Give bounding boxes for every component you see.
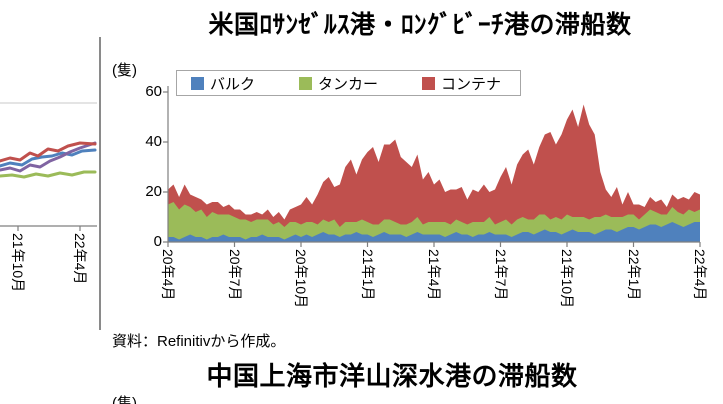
tanker-color-swatch <box>299 76 313 90</box>
x-axis-tick-label: 21年10月 <box>559 249 575 309</box>
container-color-swatch <box>422 76 436 90</box>
us-ports-chart-title: 米国ﾛｻﾝｾﾞﾙｽ港・ﾛﾝｸﾞﾋﾞｰﾁ港の滞船数 <box>208 11 632 39</box>
china-chart-unit-label: (隻) <box>112 395 137 404</box>
y-axis-tick-label: 0 <box>153 233 162 250</box>
x-axis-tick-label: 21年10月 <box>10 233 26 293</box>
x-axis-tick-label: 22年1月 <box>625 249 642 301</box>
x-axis-tick-label: 22年4月 <box>72 233 88 285</box>
x-axis-tick-label: 22年4月 <box>692 249 708 301</box>
us-chart-unit-label: (隻) <box>112 62 137 79</box>
legend-label-tanker: タンカー <box>318 75 379 93</box>
bulk-color-swatch <box>191 76 204 90</box>
x-axis-tick-label: 21年1月 <box>359 249 376 301</box>
legend-label-container: コンテナ <box>441 75 502 93</box>
x-axis-tick-label: 21年7月 <box>492 249 509 301</box>
legend-item-bulk: バルク <box>191 73 255 94</box>
us-chart-legend: バルク タンカー コンテナ <box>176 70 521 96</box>
legend-item-container: コンテナ <box>422 73 501 94</box>
x-axis-tick-label: 20年10月 <box>293 249 309 309</box>
x-axis-tick-label: 20年7月 <box>226 249 243 301</box>
source-note: 資料：Refinitivから作成。 <box>112 333 286 350</box>
legend-item-tanker: タンカー <box>299 73 378 94</box>
x-axis-tick-label: 21年4月 <box>426 249 442 301</box>
legend-label-bulk: バルク <box>210 75 256 93</box>
y-axis-tick-label: 60 <box>145 83 162 100</box>
y-axis-tick-label: 20 <box>145 183 162 200</box>
x-axis-tick-label: 20年4月 <box>160 249 176 301</box>
china-port-chart-title: 中国上海市洋山深水港の滞船数 <box>206 361 578 391</box>
y-axis-tick-label: 40 <box>145 133 162 150</box>
